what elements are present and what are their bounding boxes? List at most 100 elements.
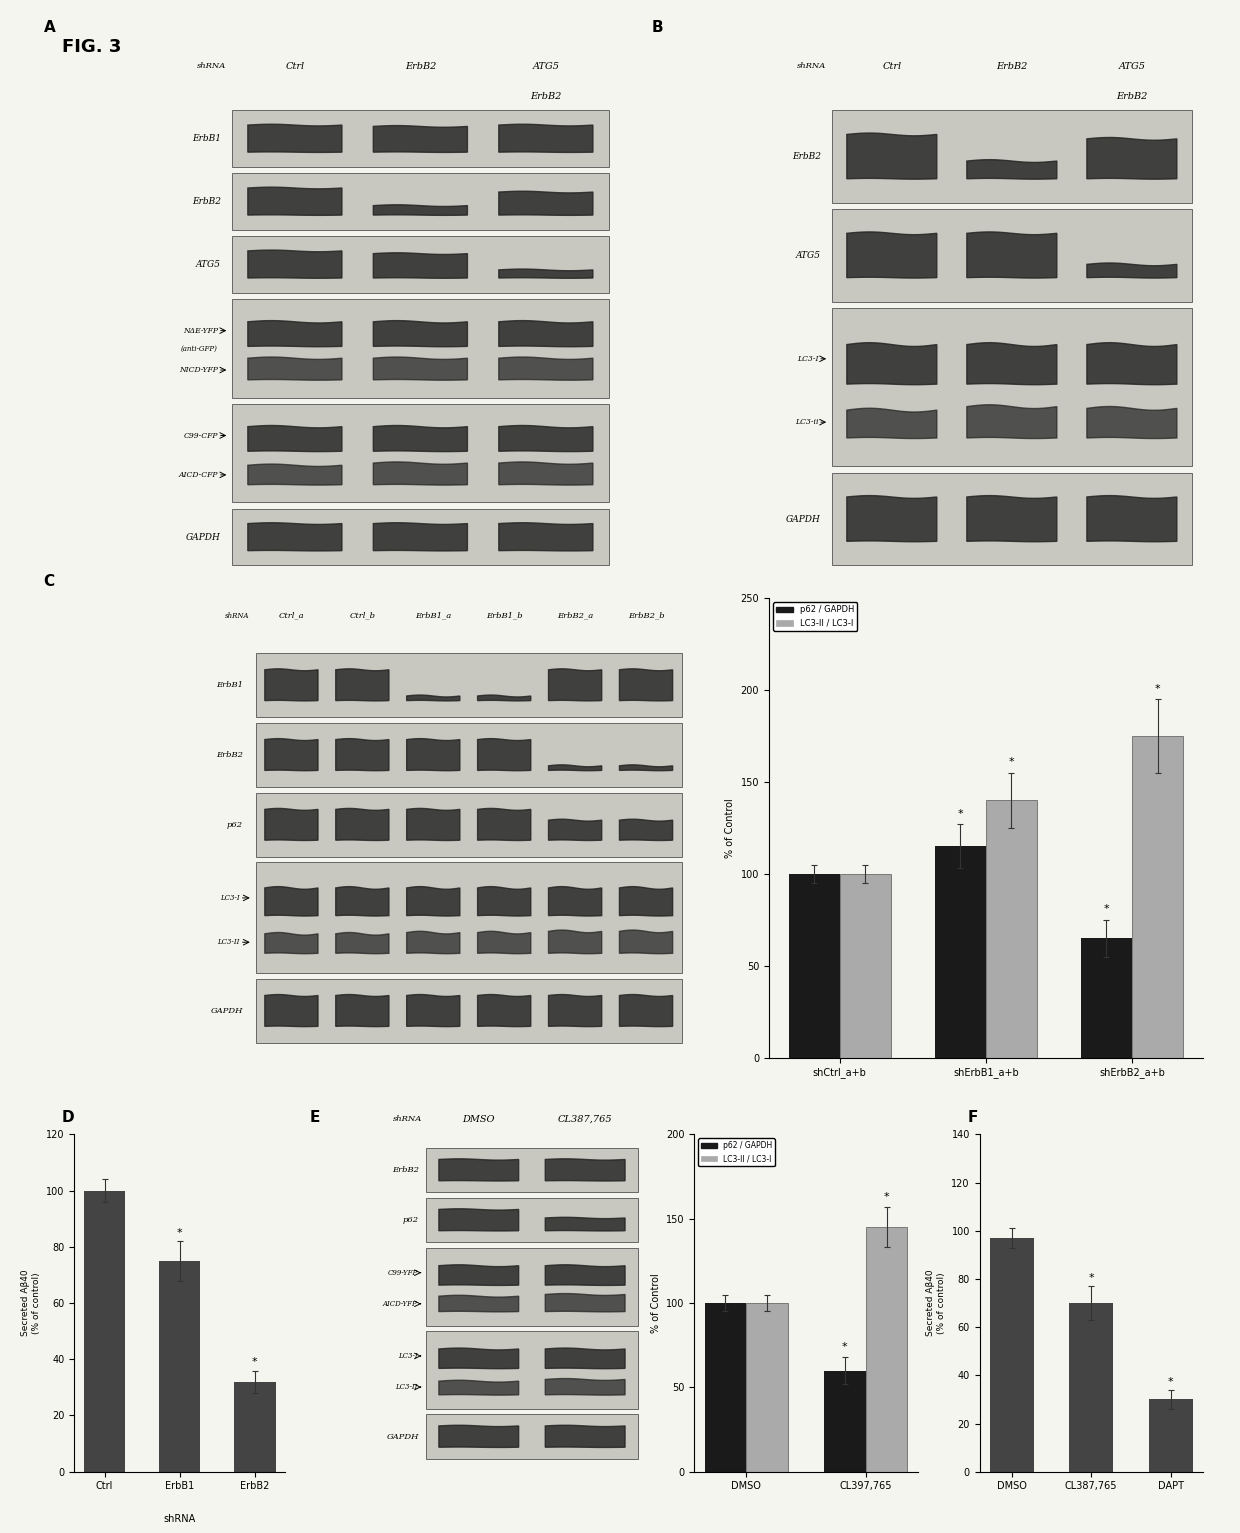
Polygon shape: [439, 1426, 518, 1447]
Text: ErbB2: ErbB2: [792, 152, 821, 161]
Y-axis label: Secreted Aβ40
(% of control): Secreted Aβ40 (% of control): [926, 1269, 946, 1337]
Text: C99-YFP: C99-YFP: [387, 1269, 418, 1277]
Polygon shape: [248, 320, 342, 346]
Bar: [234, 1381, 275, 1472]
Bar: [159, 1260, 201, 1472]
Text: A: A: [43, 20, 56, 35]
Text: B: B: [652, 20, 663, 35]
Polygon shape: [248, 426, 342, 452]
Text: shRNA: shRNA: [164, 1515, 196, 1524]
Text: ErbB1: ErbB1: [216, 681, 243, 690]
Polygon shape: [847, 408, 937, 438]
Polygon shape: [439, 1265, 518, 1286]
Bar: [1132, 736, 1183, 1058]
Polygon shape: [548, 886, 601, 917]
Text: AICD-CFP: AICD-CFP: [179, 471, 218, 478]
Polygon shape: [548, 668, 601, 701]
Polygon shape: [620, 819, 672, 840]
Text: Ctrl_a: Ctrl_a: [279, 612, 304, 619]
Bar: [866, 1226, 908, 1472]
Polygon shape: [407, 995, 460, 1027]
Text: FIG. 3: FIG. 3: [62, 38, 122, 57]
Polygon shape: [373, 320, 467, 346]
Text: Ctrl: Ctrl: [285, 61, 305, 71]
Polygon shape: [373, 205, 467, 215]
Polygon shape: [373, 426, 467, 452]
Text: ErbB2: ErbB2: [404, 61, 436, 71]
Polygon shape: [373, 253, 467, 279]
Polygon shape: [248, 250, 342, 279]
Text: E: E: [310, 1110, 320, 1125]
Text: *: *: [1168, 1377, 1173, 1387]
Polygon shape: [477, 931, 531, 954]
Text: D: D: [62, 1110, 74, 1125]
Text: LC3-ii: LC3-ii: [795, 419, 818, 426]
Bar: [232, 509, 609, 566]
Text: shRNA: shRNA: [393, 1114, 423, 1122]
Polygon shape: [498, 192, 593, 215]
Text: C: C: [43, 573, 55, 589]
Text: LC3-II: LC3-II: [396, 1383, 418, 1390]
Polygon shape: [548, 765, 601, 771]
Polygon shape: [498, 124, 593, 152]
Text: p62: p62: [227, 820, 243, 829]
Text: ATG5: ATG5: [532, 61, 559, 71]
Text: LC3-II: LC3-II: [217, 938, 239, 946]
Bar: [232, 299, 609, 397]
Bar: [990, 1239, 1033, 1472]
Polygon shape: [439, 1348, 518, 1369]
Bar: [255, 724, 682, 786]
Polygon shape: [847, 343, 937, 385]
Text: ErbB2_a: ErbB2_a: [557, 612, 593, 619]
Bar: [84, 1191, 125, 1472]
Text: ATG5: ATG5: [796, 251, 821, 261]
Bar: [232, 110, 609, 167]
Polygon shape: [477, 995, 531, 1027]
Polygon shape: [498, 270, 593, 279]
Text: ErbB1_b: ErbB1_b: [486, 612, 522, 619]
Bar: [425, 1148, 639, 1193]
Legend: p62 / GAPDH, LC3-II / LC3-I: p62 / GAPDH, LC3-II / LC3-I: [698, 1137, 775, 1167]
Text: LC3-I: LC3-I: [398, 1352, 418, 1360]
Text: ErbB2: ErbB2: [1116, 92, 1147, 101]
Polygon shape: [546, 1426, 625, 1447]
Polygon shape: [967, 405, 1056, 438]
Polygon shape: [248, 124, 342, 152]
Polygon shape: [1086, 343, 1177, 385]
Bar: [232, 173, 609, 230]
Polygon shape: [407, 694, 460, 701]
Bar: [746, 1303, 789, 1472]
Bar: [986, 800, 1037, 1058]
Text: shRNA: shRNA: [224, 612, 249, 619]
Polygon shape: [439, 1208, 518, 1231]
Polygon shape: [373, 461, 467, 484]
Bar: [255, 978, 682, 1042]
Polygon shape: [967, 495, 1056, 541]
Polygon shape: [373, 357, 467, 380]
Text: *: *: [1154, 684, 1161, 694]
Polygon shape: [546, 1217, 625, 1231]
Y-axis label: % of Control: % of Control: [725, 799, 735, 857]
Polygon shape: [546, 1159, 625, 1180]
Text: GAPDH: GAPDH: [387, 1432, 419, 1441]
Polygon shape: [1086, 138, 1177, 179]
Polygon shape: [546, 1265, 625, 1286]
Polygon shape: [548, 931, 601, 954]
Bar: [832, 208, 1192, 302]
Polygon shape: [336, 739, 389, 771]
Polygon shape: [477, 739, 531, 771]
Y-axis label: % of Control: % of Control: [651, 1274, 661, 1332]
Bar: [832, 472, 1192, 566]
Bar: [1069, 1303, 1114, 1472]
Text: ErbB2: ErbB2: [216, 751, 243, 759]
Polygon shape: [265, 739, 317, 771]
Polygon shape: [620, 886, 672, 917]
Polygon shape: [265, 932, 317, 954]
Polygon shape: [847, 133, 937, 179]
Polygon shape: [336, 886, 389, 917]
Polygon shape: [265, 808, 317, 840]
Text: F: F: [967, 1110, 977, 1125]
Polygon shape: [620, 765, 672, 771]
Polygon shape: [407, 808, 460, 840]
Polygon shape: [967, 159, 1056, 179]
